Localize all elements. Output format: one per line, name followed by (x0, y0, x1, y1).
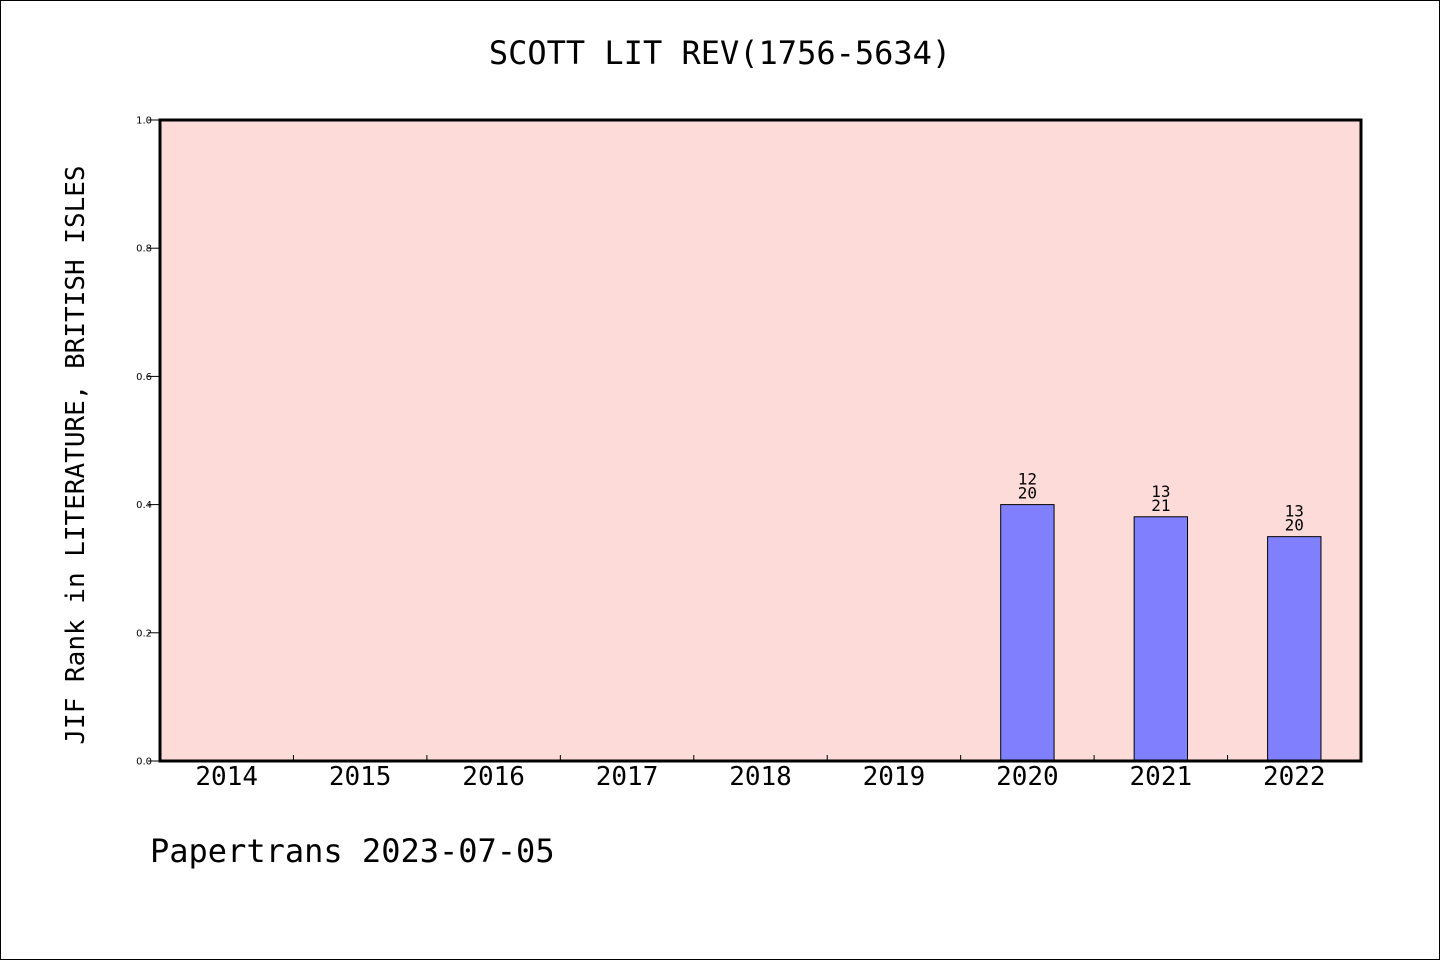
x-tick-label: 2020 (996, 762, 1059, 792)
bar-2021 (1133, 516, 1189, 762)
x-tick-label: 2018 (729, 762, 792, 792)
y-tick-label: 0.4 (136, 500, 152, 511)
bar-label-total: 20 (1018, 484, 1037, 503)
y-tick-label: 0.8 (136, 244, 152, 255)
y-tick-label: 0.6 (136, 372, 152, 383)
x-tick-label: 2019 (863, 762, 926, 792)
x-tick-label: 2017 (596, 762, 659, 792)
y-tick-label: 0.0 (136, 757, 152, 768)
x-tick-label: 2016 (462, 762, 525, 792)
y-tick-label: 1.0 (136, 116, 152, 127)
bar-label-total: 20 (1285, 516, 1304, 535)
x-tick-label: 2021 (1130, 762, 1193, 792)
bar-label-rank: 12 (1018, 470, 1037, 489)
bar-label-total: 21 (1151, 496, 1170, 515)
footer-credit: Papertrans 2023-07-05 (150, 832, 555, 870)
x-tick-label: 2015 (329, 762, 392, 792)
y-tick-label: 0.2 (136, 628, 152, 639)
x-tick-label: 2022 (1263, 762, 1326, 792)
bar-2020 (1000, 504, 1055, 762)
plot-border (158, 118, 1363, 763)
x-tick-label: 2014 (195, 762, 258, 792)
bar-label-rank: 13 (1151, 482, 1170, 501)
bar-2022 (1267, 536, 1322, 762)
bar-label-rank: 13 (1285, 502, 1304, 521)
chart-title: SCOTT LIT REV(1756-5634) (488, 34, 952, 72)
